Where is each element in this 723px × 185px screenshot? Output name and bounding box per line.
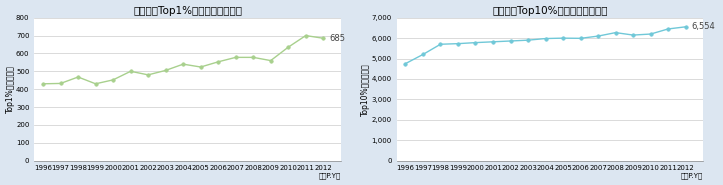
Text: 685: 685 [330,34,346,43]
Y-axis label: Top10%補正論文数: Top10%補正論文数 [362,63,370,115]
Text: 6,554: 6,554 [692,22,716,31]
Title: 我が国のTop1%補正論文数の推移: 我が国のTop1%補正論文数の推移 [133,6,242,16]
X-axis label: 年（P.Y）: 年（P.Y） [319,173,341,179]
Y-axis label: Top1%補正論文数: Top1%補正論文数 [6,65,14,113]
X-axis label: 年（P.Y）: 年（P.Y） [681,173,703,179]
Title: 我が国のTop10%補正論文数の推移: 我が国のTop10%補正論文数の推移 [492,6,607,16]
